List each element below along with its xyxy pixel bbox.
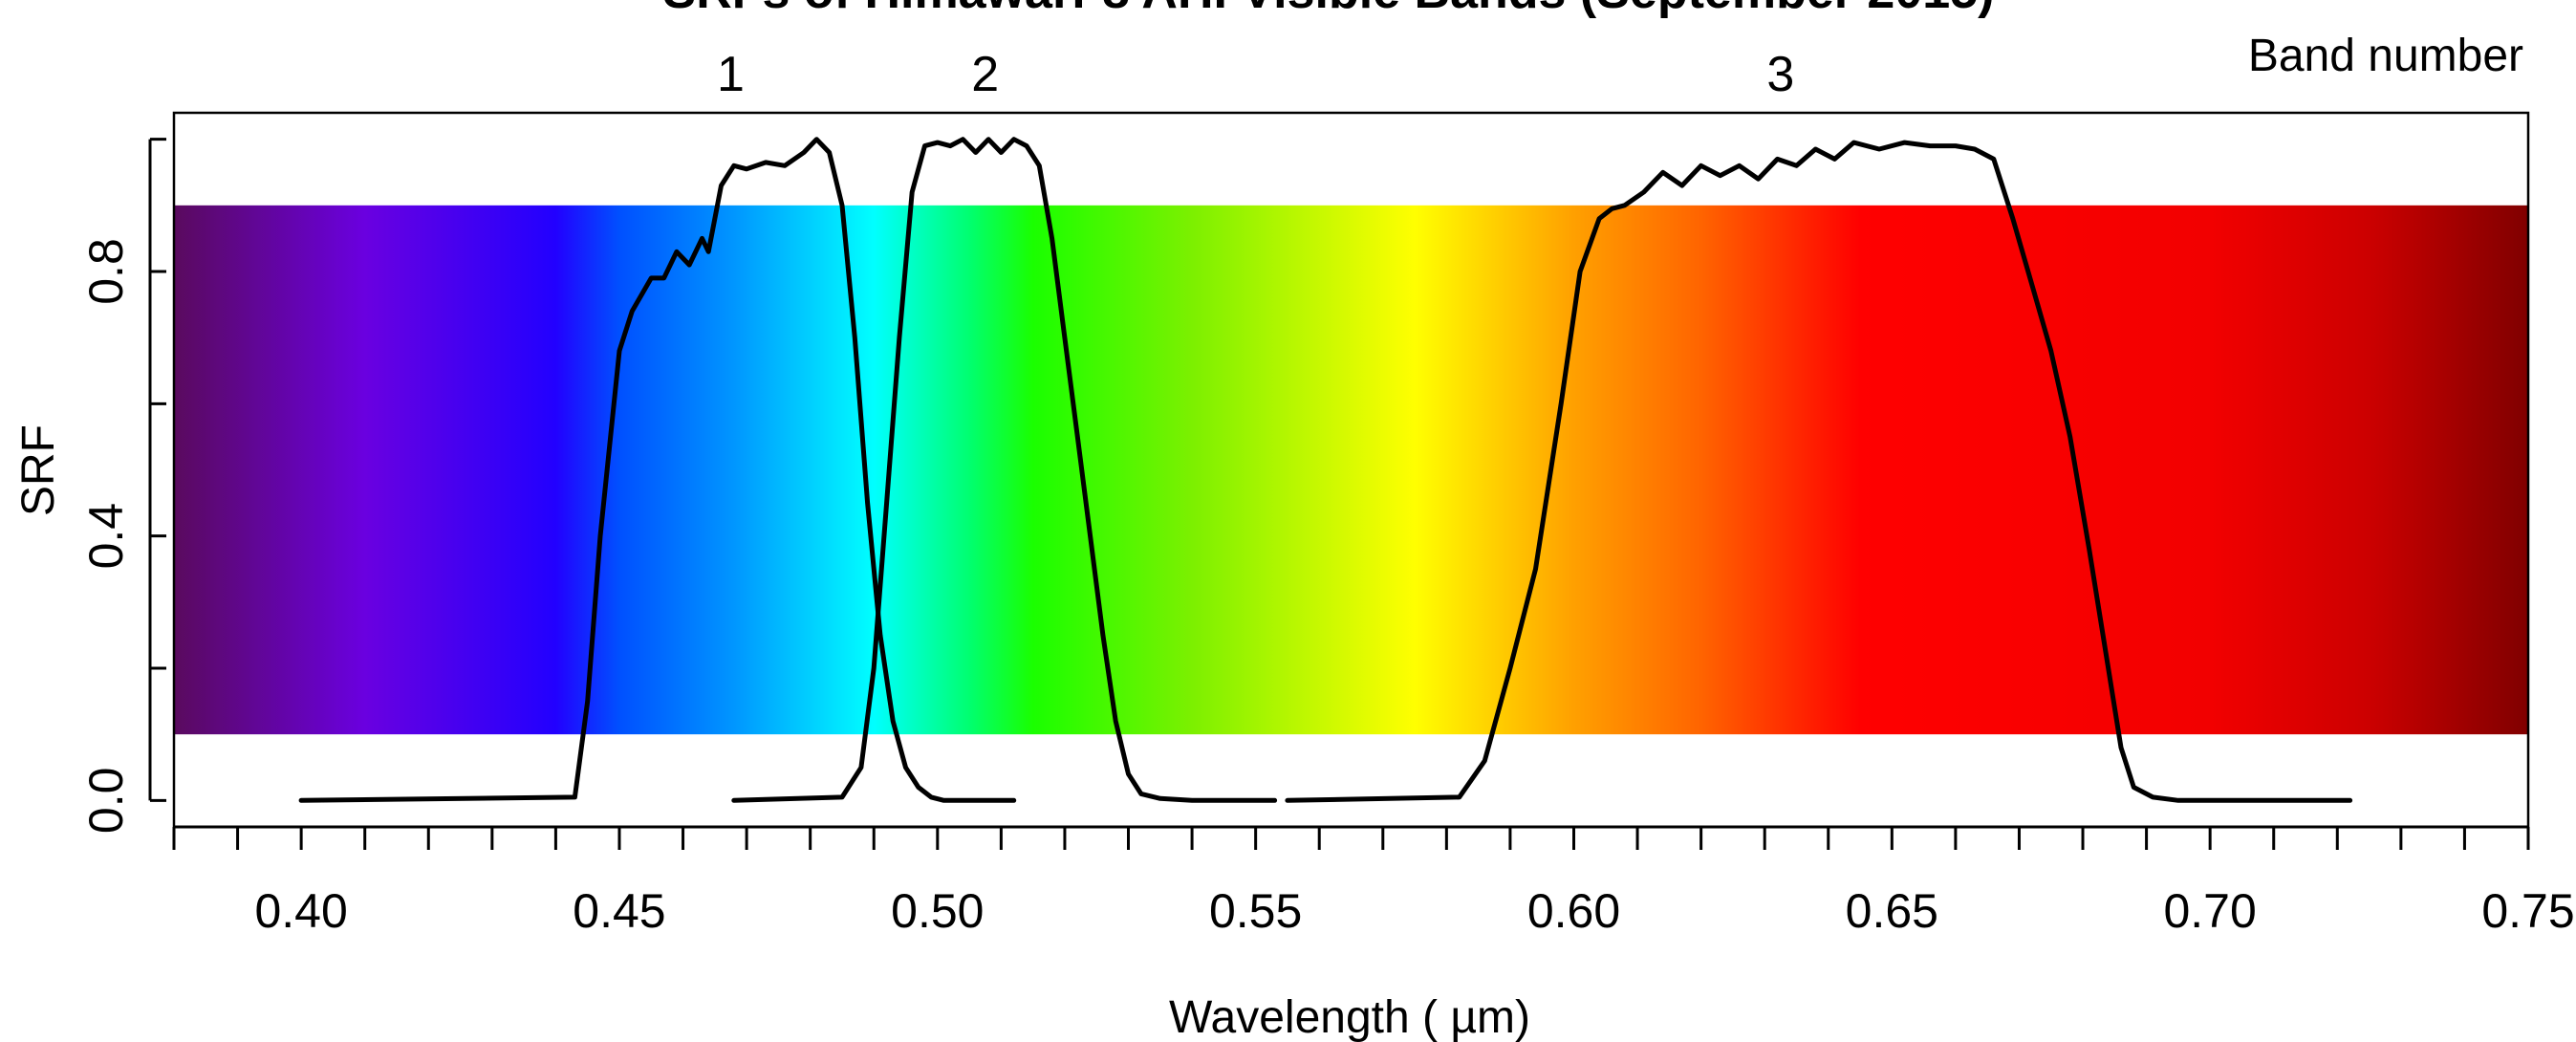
band-label-3: 3 [1766,47,1794,102]
x-axis-label: Wavelength ( µm) [1169,992,1530,1042]
band-labels: 1 2 3 [717,47,1794,102]
srf-curve-band-1 [298,137,1017,803]
x-tick-label: 0.45 [573,884,665,938]
x-tick-label: 0.55 [1209,884,1302,938]
y-tick-label: 0.0 [79,768,133,835]
x-tick-label: 0.60 [1527,884,1620,938]
y-tick-label: 0.4 [79,503,133,570]
x-tick-label: 0.65 [1846,884,1938,938]
srf-curve-band-3 [1285,140,2353,803]
chart-title: SRFs of Himawari-8 AHI Visible Bands (Se… [663,0,1995,19]
srf-curve-band-2 [731,137,1278,803]
y-axis: 0.0 0.8 0.4 [79,138,166,835]
srf-series-layer [298,137,2353,803]
band-label-1: 1 [717,47,745,102]
x-tick-label: 0.40 [254,884,347,938]
x-tick-label: 0.75 [2481,884,2574,938]
visible-spectrum-background [174,205,2528,735]
y-tick-label: 0.8 [79,238,133,305]
x-tick-label: 0.50 [891,884,984,938]
band-number-label: Band number [2248,31,2523,81]
y-axis-label: SRF [13,424,64,516]
x-axis: 0.40 0.45 0.50 0.55 0.60 0.65 0.70 0.75 [172,825,2575,938]
x-tick-label: 0.70 [2163,884,2256,938]
band-label-2: 2 [971,47,999,102]
